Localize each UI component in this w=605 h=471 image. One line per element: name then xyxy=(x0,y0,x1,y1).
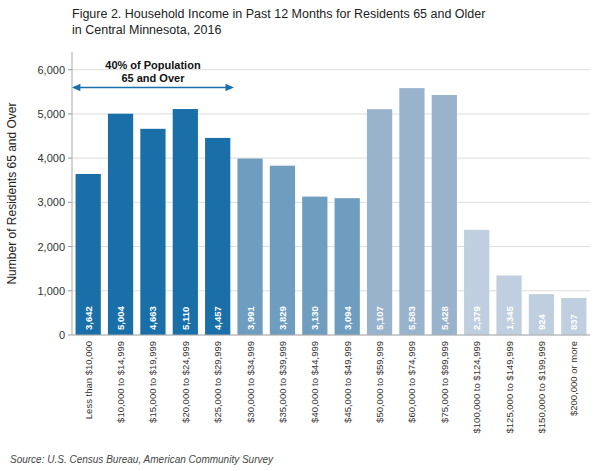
tick-label: $60,000 to $74,999 xyxy=(406,341,417,423)
data-label: 3,094 xyxy=(342,306,353,330)
bar xyxy=(464,230,489,335)
data-label: 3,829 xyxy=(277,306,288,330)
tick-label: $35,000 to $39,999 xyxy=(277,341,288,423)
tick-label: $15,000 to $19,999 xyxy=(147,341,158,423)
data-label: 2,379 xyxy=(471,306,482,330)
grid xyxy=(72,70,590,335)
source: Source: U.S. Census Bureau, American Com… xyxy=(10,454,274,465)
tick-mark xyxy=(68,158,72,159)
annotation-text: 40% of Population65 and Over xyxy=(105,59,201,84)
data-label: 1,345 xyxy=(504,306,515,330)
bar xyxy=(561,298,586,335)
tick-label: Less than $10,000 xyxy=(83,341,94,419)
title: Figure 2. Household Income in Past 12 Mo… xyxy=(72,7,485,37)
tick-label: 0 xyxy=(59,329,65,341)
bar xyxy=(205,138,230,335)
bar xyxy=(173,109,198,335)
bar xyxy=(496,276,521,335)
data-label: 4,663 xyxy=(147,306,158,330)
tick-label: 1,000 xyxy=(37,285,65,297)
tick-label: $100,000 to $124,999 xyxy=(471,341,482,433)
tick-label: $40,000 to $44,999 xyxy=(309,341,320,423)
text-line: in Central Minnesota, 2016 xyxy=(72,23,221,37)
tick-label: $150,000 to $199,999 xyxy=(536,341,547,433)
grid-line xyxy=(72,335,590,336)
data-label: 837 xyxy=(568,314,579,330)
tick-mark xyxy=(68,290,72,291)
data-labels: 3,642 5,004 4,663 5,110 4,457 3,991 3,829 3,130… xyxy=(83,306,580,330)
chart: Figure 2. Household Income in Past 12 Mo… xyxy=(0,0,605,471)
y-axis-label: Number of Residents 65 and Over xyxy=(5,102,19,284)
tick-mark xyxy=(68,246,72,247)
bar xyxy=(140,129,165,335)
tick-label: $30,000 to $34,999 xyxy=(245,341,256,423)
grid-line xyxy=(72,113,590,114)
tick-label: $20,000 to $24,999 xyxy=(180,341,191,423)
bar xyxy=(529,294,554,335)
annotation-arrow xyxy=(74,87,232,89)
x-axis-line xyxy=(72,335,590,336)
bar xyxy=(302,197,327,335)
data-label: 5,428 xyxy=(439,306,450,330)
bar xyxy=(76,174,101,335)
bar xyxy=(237,159,262,335)
tick-label: 6,000 xyxy=(37,64,65,76)
data-label: 3,130 xyxy=(309,306,320,330)
data-label: 3,642 xyxy=(83,306,94,330)
tick-mark xyxy=(68,335,72,336)
text-line: Figure 2. Household Income in Past 12 Mo… xyxy=(72,7,485,21)
tick-label: $200,000 or more xyxy=(568,341,579,416)
tick-label: $75,000 to $99,999 xyxy=(439,341,450,423)
tick-label: 4,000 xyxy=(37,152,65,164)
tick-label: $50,000 to $59,999 xyxy=(374,341,385,423)
tick-mark xyxy=(68,113,72,114)
bar xyxy=(367,109,392,335)
arrow-head xyxy=(225,84,233,92)
data-label: 5,583 xyxy=(406,306,417,330)
annotation: 40% of Population65 and Over xyxy=(72,59,234,91)
bar xyxy=(399,88,424,335)
data-label: 5,110 xyxy=(180,307,191,330)
bar xyxy=(108,114,133,335)
arrow-head xyxy=(72,84,80,92)
x-ticks: Less than $10,000 $10,000 to $14,999 $15,0… xyxy=(83,341,580,433)
bar xyxy=(335,198,360,335)
tick-label: $25,000 to $29,999 xyxy=(212,341,223,423)
data-label: 5,107 xyxy=(374,306,385,330)
tick-label: $10,000 to $14,999 xyxy=(115,341,126,423)
data-label: 4,457 xyxy=(212,306,223,330)
text-line: 40% of Population xyxy=(105,59,201,71)
text-line: 65 and Over xyxy=(121,72,185,84)
y-ticks: 0 1,000 2,000 3,000 4,000 5,000 6,000 xyxy=(37,64,72,341)
bar xyxy=(270,166,295,335)
tick-mark xyxy=(68,202,72,203)
tick-label: 3,000 xyxy=(37,196,65,208)
tick-label: $45,000 to $49,999 xyxy=(342,341,353,423)
bars xyxy=(76,88,587,335)
data-label: 5,004 xyxy=(115,306,126,330)
data-label: 924 xyxy=(536,313,547,330)
y-axis-line xyxy=(72,52,73,335)
tick-mark xyxy=(68,69,72,70)
data-label: 3,991 xyxy=(245,306,256,330)
tick-label: 5,000 xyxy=(37,108,65,120)
tick-label: $125,000 to $149,999 xyxy=(504,341,515,433)
bar xyxy=(432,95,457,335)
tick-label: 2,000 xyxy=(37,241,65,253)
